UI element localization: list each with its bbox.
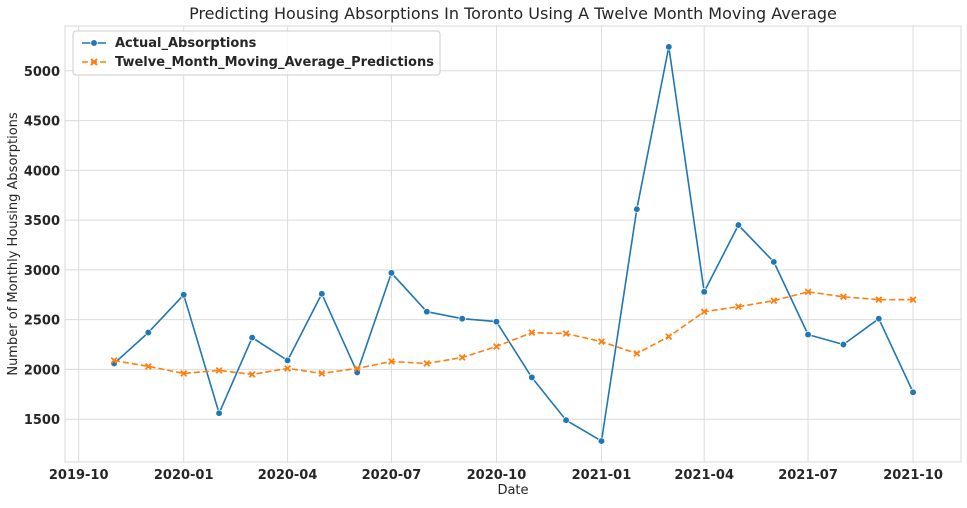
data-point-prediction: [215, 366, 223, 374]
data-point-prediction: [528, 329, 536, 337]
data-point-prediction: [248, 370, 256, 378]
tick-labels: 2019-10 2020-01 2020-04 2020-07 2020-10 2021-…: [24, 65, 943, 483]
y-tick-label: 4000: [24, 164, 60, 179]
data-point-actual: [909, 388, 917, 396]
data-point-prediction: [734, 303, 742, 311]
data-point-actual: [458, 315, 466, 323]
y-tick-label: 3500: [24, 214, 60, 229]
legend-marker-actual: [90, 39, 98, 47]
data-point-actual: [283, 356, 292, 365]
data-point-actual: [633, 205, 641, 213]
data-point-actual: [700, 288, 708, 296]
data-point-actual: [387, 269, 396, 277]
data-point-prediction: [144, 363, 152, 370]
data-point-prediction: [318, 369, 326, 377]
y-tick-label: 1500: [24, 413, 60, 428]
series-layer: [110, 43, 917, 445]
series-line-0: [113, 46, 914, 442]
data-point-prediction: [909, 296, 917, 304]
data-point-actual: [562, 416, 570, 424]
y-tick-label: 2500: [24, 314, 60, 329]
y-axis-label: Number of Monthly Housing Absorptions: [6, 112, 21, 376]
data-point-prediction: [839, 293, 847, 301]
series-line-1: [113, 290, 914, 376]
data-point-prediction: [180, 369, 188, 377]
x-tick-label: 2020-07: [362, 468, 422, 483]
gridlines: [64, 25, 962, 463]
data-point-prediction: [493, 343, 500, 350]
x-tick-label: 2019-10: [49, 468, 109, 483]
y-tick-label: 4500: [24, 115, 60, 130]
data-point-actual: [804, 330, 812, 339]
data-point-prediction: [875, 296, 883, 304]
data-point-actual: [875, 315, 883, 323]
data-point-actual: [665, 43, 673, 51]
data-point-actual: [144, 328, 152, 337]
data-point-prediction: [423, 360, 431, 367]
legend-label-actual: Actual_Absorptions: [115, 36, 257, 51]
data-point-actual: [248, 333, 256, 342]
x-tick-label: 2020-01: [154, 468, 214, 483]
data-point-prediction: [353, 364, 361, 372]
data-point-actual: [770, 258, 778, 266]
y-tick-label: 3000: [24, 264, 60, 279]
x-axis-label: Date: [497, 483, 528, 498]
data-point-actual: [492, 317, 501, 326]
data-point-prediction: [633, 350, 641, 357]
data-point-prediction: [562, 330, 570, 338]
legend: Actual_Absorptions Twelve_Month_Moving_A…: [72, 30, 441, 76]
data-point-prediction: [665, 333, 673, 341]
data-point-prediction: [700, 308, 708, 316]
x-tick-label: 2021-04: [674, 468, 734, 483]
x-tick-label: 2020-10: [467, 468, 527, 483]
data-point-actual: [528, 373, 536, 382]
x-tick-label: 2021-01: [572, 468, 632, 483]
data-point-actual: [318, 290, 326, 298]
data-point-actual: [734, 221, 743, 229]
plot-frame: [64, 25, 962, 463]
data-point-prediction: [770, 297, 778, 305]
data-point-actual: [180, 291, 188, 299]
legend-marker-prediction: [90, 58, 98, 66]
data-point-actual: [423, 308, 431, 316]
data-point-actual: [215, 409, 223, 417]
x-tick-label: 2020-04: [258, 468, 318, 483]
legend-label-prediction: Twelve_Month_Moving_Average_Predictions: [115, 55, 434, 70]
data-point-prediction: [458, 354, 466, 361]
data-point-prediction: [804, 288, 812, 296]
y-tick-label: 5000: [24, 65, 60, 80]
data-point-prediction: [598, 338, 605, 345]
x-tick-label: 2021-07: [778, 468, 838, 483]
data-point-actual: [597, 437, 606, 445]
x-tick-label: 2021-10: [883, 468, 943, 483]
plot-background: [65, 26, 961, 462]
y-tick-label: 2000: [24, 363, 60, 378]
legend-box: [72, 30, 441, 76]
data-point-prediction: [388, 358, 395, 365]
data-point-prediction: [110, 357, 118, 364]
chart-title: Predicting Housing Absorptions In Toront…: [189, 4, 837, 23]
data-point-prediction: [284, 364, 292, 372]
data-point-actual: [839, 340, 848, 349]
